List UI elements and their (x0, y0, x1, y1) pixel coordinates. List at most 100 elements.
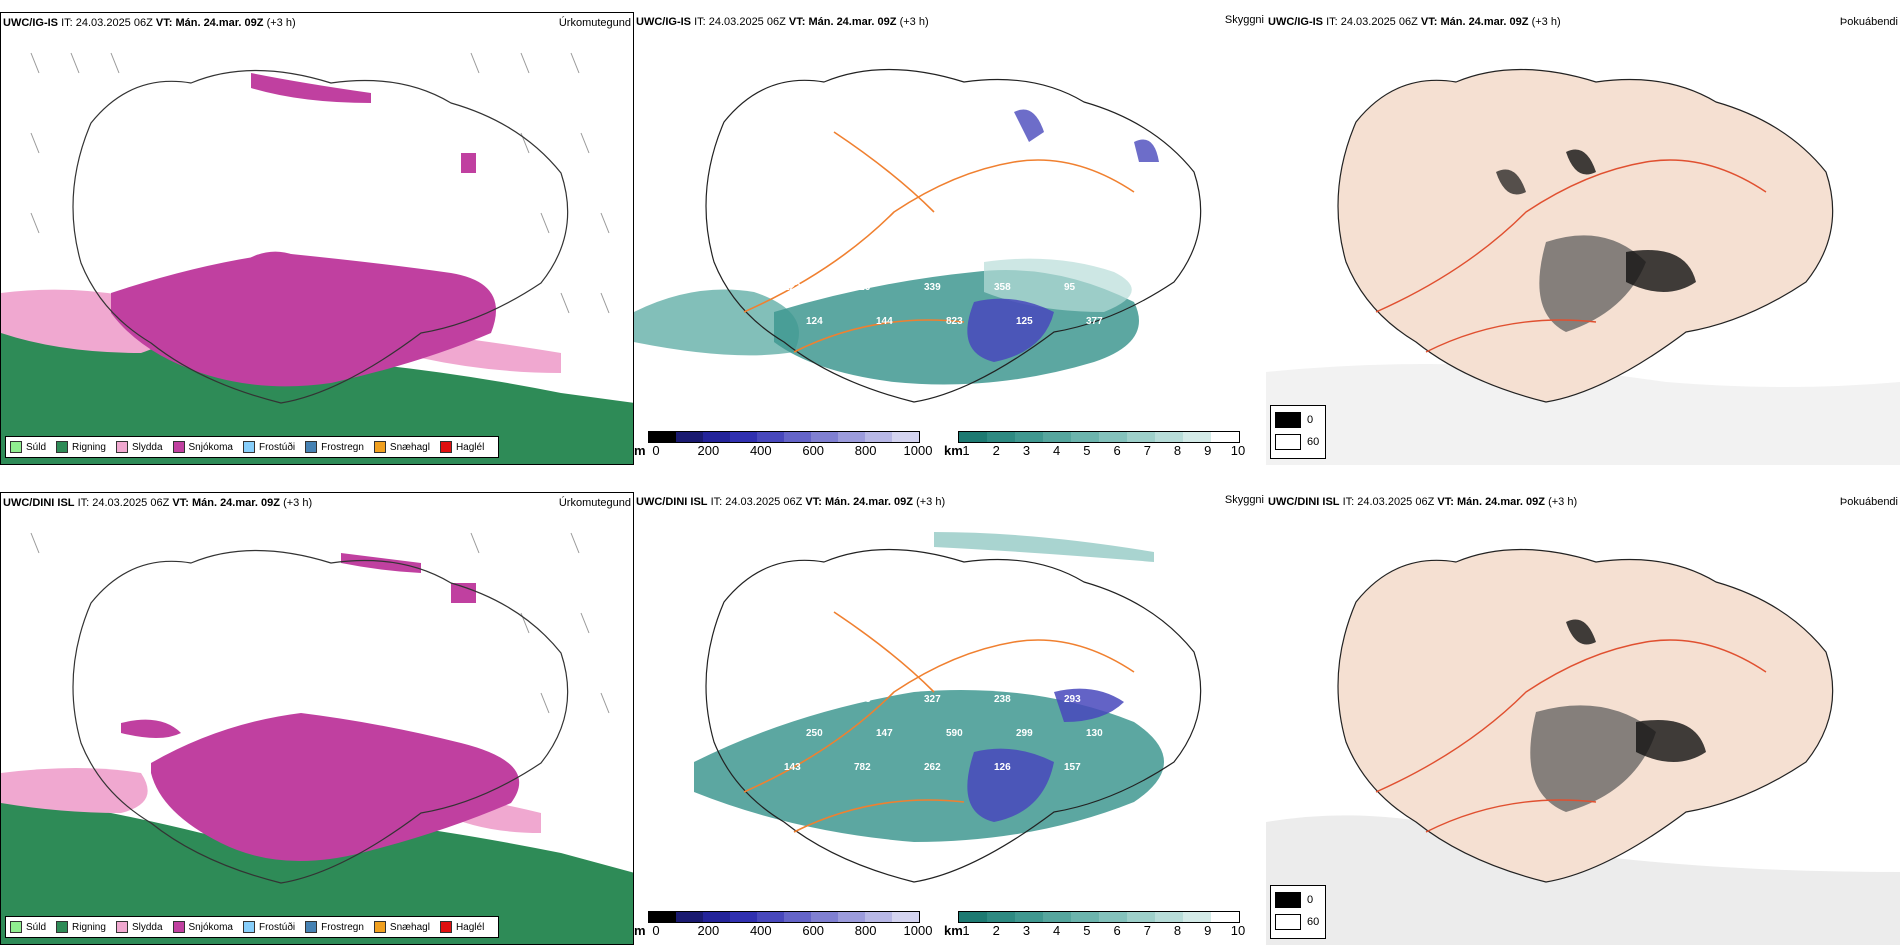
colorbar-unit: m (634, 923, 646, 938)
altitude-colorbar: m 0 200 400 600 800 1000 (634, 911, 944, 941)
colorbar-tick-label: 1000 (903, 443, 933, 458)
colorbar-cell (865, 432, 892, 442)
visibility-value-label: 116 (854, 282, 871, 293)
colorbar-tick-label: 400 (749, 923, 772, 938)
legend-item: Frostregn (305, 441, 364, 453)
vt-label: VT: (1420, 16, 1438, 28)
colorbar-tick-label: 6 (1113, 443, 1121, 458)
colorbar-cell (703, 912, 730, 922)
fog-key-label: 60 (1307, 436, 1320, 448)
fog-key-row: 60 (1275, 914, 1321, 930)
legend-swatch (439, 921, 452, 933)
colorbar-tick-label: 8 (1173, 443, 1182, 458)
forecast-offset: (+3 h) (266, 17, 296, 29)
legend-swatch (373, 441, 386, 453)
legend-swatch (305, 441, 318, 453)
colorbar-tick-label: 5 (1083, 443, 1091, 458)
model-name: UWC/DINI ISL (1268, 496, 1340, 508)
colorbar-cell (730, 912, 757, 922)
colorbar-tick-label: 7 (1143, 443, 1151, 458)
legend-item: Snjókoma (172, 921, 233, 933)
visibility-value-label: 130 (1086, 728, 1103, 739)
colorbar-tick-label: 2 (992, 923, 1000, 938)
it-label: IT: (61, 17, 73, 29)
fog-panel-dini: UWC/DINI ISL IT: 24.03.2025 06Z VT: Mán.… (1266, 492, 1900, 945)
forecast-offset: (+3 h) (1548, 496, 1578, 508)
colorbar-cells (648, 431, 920, 443)
fog-key-label: 0 (1307, 414, 1314, 426)
legend-swatch (242, 441, 255, 453)
precip-legend: Súld Rigning Slydda Snjókoma Frostúði Frostre… (5, 436, 500, 458)
visibility-value-label: 262 (924, 762, 941, 773)
vt-label: VT: (172, 497, 189, 509)
colorbar-tick-label: 8 (1173, 923, 1182, 938)
colorbar-tick-label: 3 (1022, 443, 1031, 458)
colorbar-tick-label: 0 (652, 923, 660, 938)
colorbar-cell (1071, 432, 1099, 442)
it-label: IT: (1326, 16, 1338, 28)
colorbar-cell (892, 432, 919, 442)
forecast-offset: (+3 h) (916, 496, 946, 508)
colorbar-tick-label: 10 (1230, 923, 1246, 938)
fog-key-label: 60 (1307, 916, 1320, 928)
visibility-value-label: 126 (994, 762, 1011, 773)
fog-key-row: 0 (1275, 892, 1321, 908)
visibility-value-label: 147 (876, 728, 893, 739)
visibility-map-dini: 250 635 327 238 293 250 147 590 299 130 143 782 262 1… (694, 532, 1202, 883)
colorbar-unit: km (944, 443, 963, 458)
colorbar-cell (1099, 912, 1127, 922)
legend-label: Snjókoma (188, 441, 233, 453)
fog-key: 0 60 (1270, 405, 1326, 459)
visibility-value-label: 371 (924, 214, 941, 225)
fog-title: Þokuábendi (1839, 496, 1898, 508)
vt-value: Mán. 24.mar. 09Z (1456, 496, 1545, 508)
colorbar-cell (1127, 912, 1155, 922)
legend-item: Snjókoma (172, 441, 233, 453)
legend-swatch (10, 441, 22, 453)
forecast-offset: (+3 h) (1531, 16, 1561, 28)
it-value: 24.03.2025 06Z (1357, 496, 1435, 508)
legend-item: Haglél (439, 921, 484, 933)
colorbar-cells (958, 911, 1240, 923)
visibility-value-label: 327 (924, 694, 941, 705)
colorbar-cell (1015, 912, 1043, 922)
legend-swatch (115, 921, 128, 933)
legend-item: Snæhagl (373, 441, 430, 453)
legend-label: Snæhagl (389, 441, 430, 453)
vt-value: Mán. 24.mar. 09Z (191, 497, 280, 509)
vt-label: VT: (155, 17, 173, 29)
visibility-value-label: 704 (784, 214, 801, 225)
vt-value: Mán. 24.mar. 09Z (824, 496, 913, 508)
fog-title: Þokuábendi (1839, 16, 1898, 28)
colorbar-cell (784, 432, 811, 442)
visibility-value-label: 250 (806, 728, 823, 739)
colorbar-tick-label: 4 (1053, 923, 1061, 938)
legend-item: Frostúði (242, 441, 295, 453)
vt-value: Mán. 24.mar. 09Z (175, 17, 264, 29)
colorbar-cell (1043, 432, 1071, 442)
visibility-value-label: 823 (946, 316, 963, 327)
precip-type-map-dini (1, 532, 633, 944)
colorbar-tick-label: 9 (1204, 443, 1212, 458)
colorbar-tick-label: 800 (854, 923, 877, 938)
forecast-offset: (+3 h) (899, 16, 929, 28)
colorbar-tick-label: 2 (992, 443, 1000, 458)
vt-value: Mán. 24.mar. 09Z (1440, 16, 1529, 28)
legend-item: Rigning (56, 921, 106, 933)
visibility-panel-dini: 250 635 327 238 293 250 147 590 299 130 143 782 262 1… (634, 492, 1266, 945)
visibility-value-label: 186 (1064, 214, 1081, 225)
colorbar-tick-label: 9 (1204, 923, 1212, 938)
visibility-value-label: 238 (1086, 248, 1103, 259)
colorbar-tick-label: 600 (802, 443, 825, 458)
fog-panel-ig: UWC/IG-IS IT: 24.03.2025 06Z VT: Mán. 24… (1266, 12, 1900, 465)
visibility-value-label: 157 (1064, 762, 1081, 773)
legend-label: Rigning (72, 441, 106, 453)
visibility-title: Skyggni (1224, 14, 1264, 26)
colorbar-cell (757, 432, 784, 442)
precip-legend: Súld Rigning Slydda Snjókoma Frostúði Frostre… (5, 916, 500, 938)
colorbar-cell (811, 432, 838, 442)
colorbar-cell (1183, 432, 1211, 442)
visibility-value-label: 144 (876, 316, 893, 327)
colorbar-cell (1015, 432, 1043, 442)
precip-type-panel-dini: UWC/DINI ISL IT: 24.03.2025 06Z VT: Mán.… (0, 492, 634, 945)
